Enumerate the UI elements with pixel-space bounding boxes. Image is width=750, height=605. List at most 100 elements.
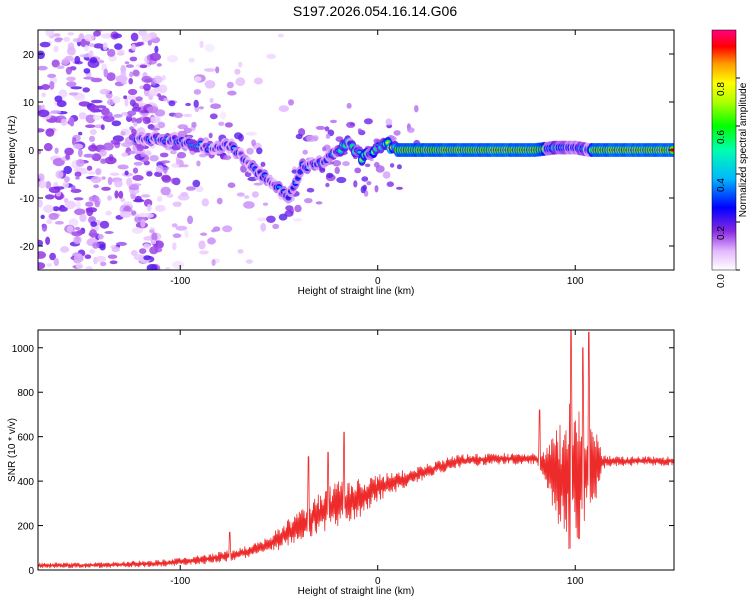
noise-blob <box>75 158 85 167</box>
noise-blob <box>140 219 146 228</box>
noise-blob <box>124 61 130 65</box>
noise-blob <box>224 122 233 128</box>
noise-blob <box>133 161 143 166</box>
noise-blob <box>60 118 67 127</box>
noise-blob <box>85 124 96 128</box>
noise-blob <box>193 89 202 95</box>
noise-blob <box>53 45 59 53</box>
noise-blob <box>131 107 143 112</box>
noise-blob <box>171 178 176 184</box>
noise-blob <box>45 30 55 37</box>
noise-blob <box>73 167 85 173</box>
noise-blob <box>88 50 94 59</box>
noise-blob <box>234 132 243 140</box>
noise-blob <box>72 38 82 43</box>
noise-blob <box>84 34 95 42</box>
noise-blob <box>183 127 192 134</box>
noise-blob <box>366 181 372 186</box>
noise-blob <box>226 81 234 89</box>
noise-blob <box>315 125 326 130</box>
noise-blob <box>155 165 164 173</box>
noise-blob <box>132 69 140 77</box>
noise-blob <box>149 116 161 124</box>
noise-blob <box>93 184 100 189</box>
noise-blob <box>150 127 161 131</box>
noise-blob <box>272 223 280 230</box>
y-tick-label: 400 <box>17 477 34 488</box>
noise-blob <box>154 45 159 54</box>
noise-blob <box>114 43 123 50</box>
noise-blob <box>211 259 216 266</box>
noise-blob <box>142 116 151 125</box>
noise-blob <box>83 68 91 74</box>
noise-blob <box>112 135 124 143</box>
noise-blob <box>101 33 112 39</box>
noise-blob <box>82 87 90 93</box>
noise-blob <box>146 204 152 212</box>
noise-blob <box>315 201 323 205</box>
noise-blob <box>68 116 75 126</box>
x-tick-label: 100 <box>567 576 584 587</box>
noise-blob <box>141 33 152 42</box>
noise-blob <box>126 177 133 187</box>
noise-blob <box>58 206 68 212</box>
colorbar-ticks: 0.0 0.2 0.4 0.6 0.8 <box>716 77 740 288</box>
noise-blob <box>100 124 105 131</box>
noise-blob <box>138 212 150 218</box>
noise-blob <box>199 40 204 49</box>
noise-blob <box>155 204 166 212</box>
noise-blob <box>393 130 401 136</box>
noise-blob <box>38 199 43 208</box>
noise-blob <box>129 71 134 78</box>
noise-blob <box>112 33 122 39</box>
snr-data <box>38 330 674 569</box>
noise-blob <box>68 92 79 96</box>
noise-blob <box>38 251 46 259</box>
noise-blob <box>163 166 168 174</box>
noise-blob <box>215 66 220 74</box>
noise-blob <box>78 131 83 136</box>
noise-blob <box>46 263 53 267</box>
noise-blob <box>102 42 108 51</box>
noise-blob <box>171 223 178 228</box>
noise-blob <box>45 128 55 137</box>
colorbar-tick-label: 0.6 <box>716 130 727 144</box>
noise-blob <box>260 222 267 232</box>
noise-blob <box>127 110 137 116</box>
noise-blob <box>131 227 144 234</box>
noise-blob <box>41 84 50 90</box>
noise-blob <box>129 99 136 107</box>
noise-blob <box>97 233 104 240</box>
ridge-core <box>276 185 282 189</box>
noise-blob <box>101 176 106 180</box>
noise-blob <box>360 185 366 194</box>
noise-blob <box>109 172 120 176</box>
noise-blob <box>132 174 144 181</box>
noise-blob <box>38 50 45 60</box>
noise-blob <box>198 153 207 158</box>
noise-blob <box>396 186 403 190</box>
noise-blob <box>350 122 355 126</box>
noise-blob <box>62 181 69 189</box>
noise-blob <box>43 143 53 152</box>
noise-blob <box>124 170 129 176</box>
noise-blob <box>53 33 61 37</box>
y-tick-label: 0 <box>28 146 34 157</box>
snr-y-label: SNR (10 * v/v) <box>7 418 18 482</box>
noise-blob <box>128 88 138 96</box>
noise-blob <box>100 261 107 267</box>
noise-blob <box>51 59 60 68</box>
noise-blob <box>168 100 176 107</box>
noise-blob <box>130 32 139 42</box>
noise-blob <box>90 176 102 184</box>
noise-blob <box>120 71 127 77</box>
noise-blob <box>149 52 161 62</box>
noise-blob <box>50 110 62 114</box>
noise-blob <box>238 61 243 68</box>
noise-blob <box>180 164 189 168</box>
noise-blob <box>91 153 102 162</box>
noise-blob <box>251 191 259 198</box>
noise-blob <box>210 103 222 109</box>
